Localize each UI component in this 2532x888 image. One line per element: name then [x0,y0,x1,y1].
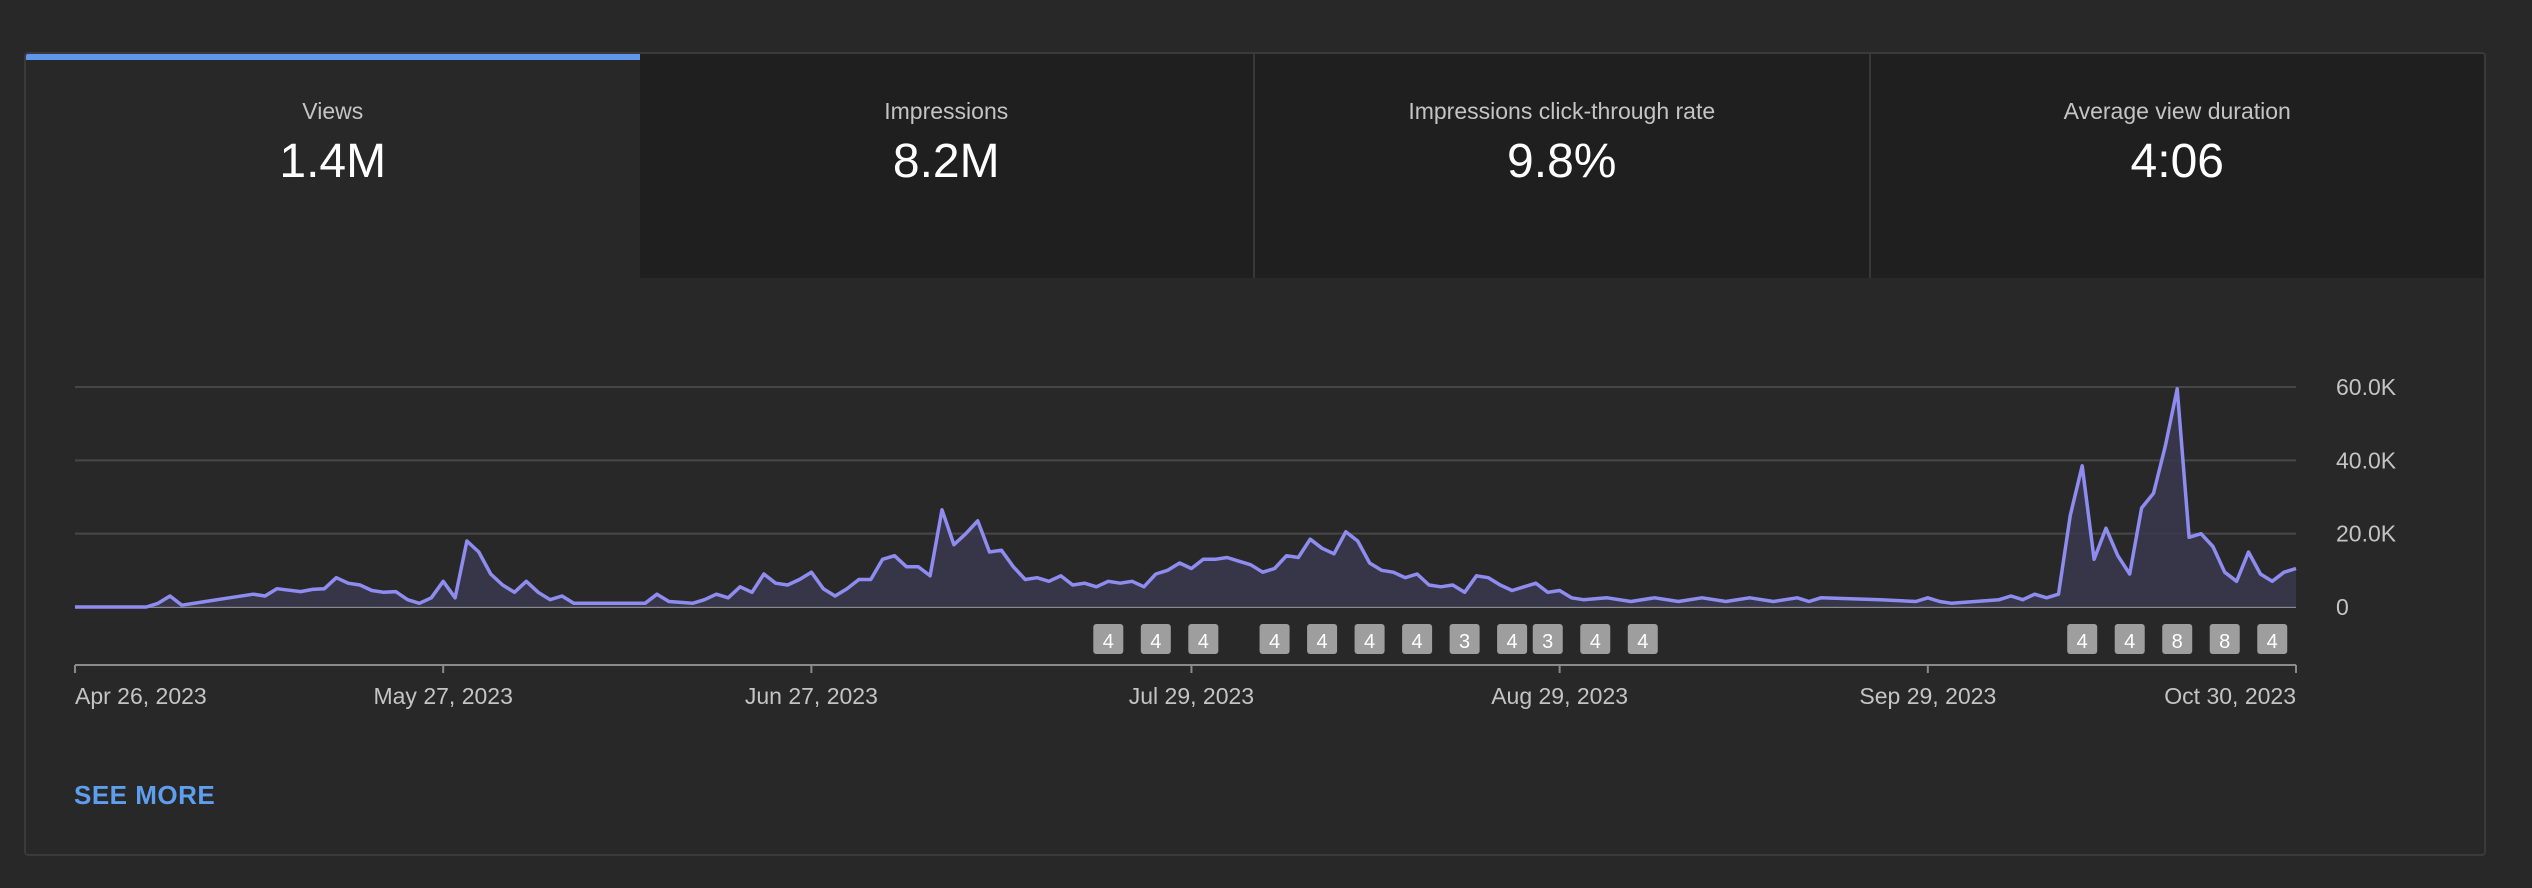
publish-marker-label: 3 [1459,631,1470,653]
see-more-link[interactable]: SEE MORE [74,780,216,810]
publish-marker-label: 8 [2172,631,2183,653]
publish-marker-label: 4 [1412,631,1423,653]
x-tick-label: Apr 26, 2023 [75,683,207,709]
publish-marker[interactable] [1259,624,1290,654]
tab-avg-view-duration-label: Average view duration [2063,98,2291,124]
publish-marker-label: 4 [1198,631,1209,653]
tab-views[interactable]: Views 1.4M [26,54,640,278]
publish-marker-label: 3 [1542,631,1553,653]
publish-marker[interactable] [2162,624,2193,654]
x-tick-label: Aug 29, 2023 [1491,683,1628,709]
publish-marker[interactable] [1188,624,1219,654]
publish-marker-label: 4 [1364,631,1375,653]
x-tick-label: Oct 30, 2023 [2164,683,2296,709]
publish-marker-label: 4 [1269,631,1280,653]
publish-marker[interactable] [1580,624,1611,654]
publish-marker[interactable] [1449,624,1480,654]
publish-marker[interactable] [2257,624,2288,654]
x-tick-label: May 27, 2023 [373,683,512,709]
y-tick-label: 0 [2336,594,2349,620]
publish-marker-label: 4 [1317,631,1328,653]
publish-marker[interactable] [1140,624,1171,654]
publish-marker[interactable] [2067,624,2098,654]
tab-views-value: 1.4M [279,135,387,188]
publish-marker-label: 4 [1103,631,1114,653]
views-area [75,388,2296,607]
publish-marker[interactable] [1354,624,1385,654]
publish-marker[interactable] [2114,624,2145,654]
publish-marker[interactable] [1532,624,1563,654]
metric-tabs: Views 1.4M Impressions 8.2M Impressions … [26,54,2484,278]
tab-ctr-value: 9.8% [1507,135,1617,188]
tab-avg-view-duration-value: 4:06 [2130,135,2224,188]
publish-marker[interactable] [1307,624,1338,654]
publish-marker[interactable] [1402,624,1433,654]
tab-avg-view-duration[interactable]: Average view duration 4:06 [1870,54,2484,278]
tab-ctr[interactable]: Impressions click-through rate 9.8% [1255,54,1871,278]
y-tick-label: 20.0K [2336,521,2397,547]
publish-marker-label: 4 [2267,631,2278,653]
tab-impressions-label: Impressions [884,98,1009,124]
publish-marker-label: 4 [1507,631,1518,653]
x-tick-label: Jul 29, 2023 [1129,683,1254,709]
publish-marker[interactable] [1627,624,1658,654]
x-tick-label: Sep 29, 2023 [1859,683,1996,709]
views-series-line [75,387,2297,609]
publish-marker-label: 4 [1637,631,1648,653]
tab-impressions-value: 8.2M [892,135,1000,188]
publish-marker[interactable] [1497,624,1528,654]
tab-impressions[interactable]: Impressions 8.2M [639,54,1255,278]
analytics-card: Views 1.4M Impressions 8.2M Impressions … [24,52,2486,856]
publish-marker[interactable] [1093,624,1124,654]
publish-marker-label: 4 [2124,631,2135,653]
y-tick-label: 60.0K [2336,374,2397,400]
publish-marker-label: 4 [1590,631,1601,653]
publish-marker-label: 4 [2077,631,2088,653]
views-line-chart: 0 20.0K 40.0K 60.0K 4 4 4 4 4 4 4 3 4 3 4 4 4 4 8 8 4 Apr 26,… [74,374,2397,709]
y-tick-label: 40.0K [2336,447,2397,473]
publish-marker-label: 8 [2219,631,2230,653]
x-tick-label: Jun 27, 2023 [745,683,878,709]
publish-marker[interactable] [2209,624,2240,654]
publish-marker-label: 4 [1150,631,1161,653]
tab-ctr-label: Impressions click-through rate [1408,98,1716,124]
tab-views-label: Views [302,98,364,124]
